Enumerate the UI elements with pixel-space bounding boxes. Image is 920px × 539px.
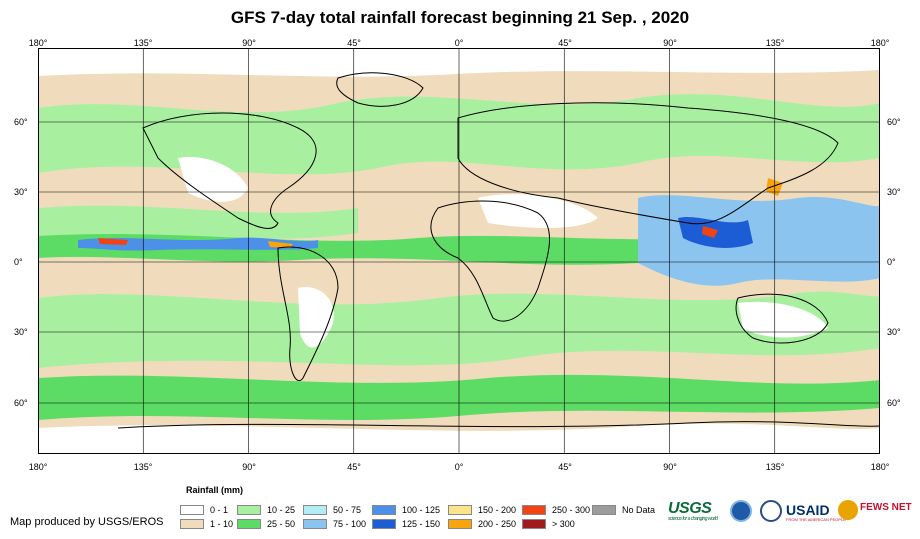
legend-label: > 300 (552, 519, 575, 529)
rainfall-map (38, 48, 880, 454)
lat-label-right: 30° (887, 187, 901, 197)
legend-swatch (448, 519, 472, 529)
usaid-logo: USAID FROM THE AMERICAN PEOPLE (786, 502, 846, 522)
coastlines (117, 72, 880, 429)
legend-item: 75 - 100 (303, 518, 366, 530)
lat-label-right: 60° (887, 117, 901, 127)
legend-swatch (237, 505, 261, 515)
lon-label-top: 180° (28, 38, 48, 48)
lon-label-bottom: 180° (870, 462, 890, 472)
lat-label-right: 30° (887, 327, 901, 337)
lon-label-top: 90° (663, 38, 677, 48)
lat-label-left: 30° (14, 327, 28, 337)
usgs-logo-text: USGS (668, 500, 712, 517)
state-seal-icon (760, 500, 782, 522)
legend-title: Rainfall (mm) (186, 485, 244, 495)
legend-label: 150 - 200 (478, 505, 517, 515)
lon-label-bottom: 0° (454, 462, 464, 472)
lon-label-bottom: 135° (765, 462, 785, 472)
lon-label-bottom: 135° (133, 462, 153, 472)
legend-item: No Data (592, 504, 655, 516)
lon-label-bottom: 180° (28, 462, 48, 472)
lon-label-bottom: 45° (558, 462, 572, 472)
map-frame (38, 48, 880, 454)
lon-label-top: 45° (347, 38, 361, 48)
lon-label-top: 90° (242, 38, 256, 48)
legend-label: 1 - 10 (210, 519, 234, 529)
legend-label: 125 - 150 (402, 519, 441, 529)
legend-swatch (592, 505, 616, 515)
lon-label-bottom: 45° (347, 462, 361, 472)
legend-item: 50 - 75 (303, 504, 361, 516)
legend-item: 125 - 150 (372, 518, 440, 530)
usaid-logo-text: USAID (786, 502, 830, 518)
lon-label-top: 135° (133, 38, 153, 48)
usgs-tagline: science for a changing world (668, 516, 718, 522)
legend-label: 75 - 100 (333, 519, 367, 529)
legend-label: 10 - 25 (267, 505, 296, 515)
legend-item: > 300 (522, 518, 575, 530)
lon-label-top: 0° (454, 38, 464, 48)
legend-item: 10 - 25 (237, 504, 295, 516)
legend-swatch (448, 505, 472, 515)
lat-label-left: 30° (14, 187, 28, 197)
noaa-logo-icon (730, 500, 752, 522)
legend-item: 100 - 125 (372, 504, 440, 516)
legend-item: 250 - 300 (522, 504, 590, 516)
lon-label-top: 135° (765, 38, 785, 48)
legend-swatch (180, 519, 204, 529)
legend-item: 25 - 50 (237, 518, 295, 530)
map-credit: Map produced by USGS/EROS (10, 516, 164, 528)
map-title: GFS 7-day total rainfall forecast beginn… (230, 8, 690, 27)
legend-label: 50 - 75 (333, 505, 362, 515)
fews-net-logo: FEWS NET (860, 502, 912, 513)
legend-swatch (372, 505, 396, 515)
lat-label-left: 60° (14, 398, 28, 408)
lat-label-left: 60° (14, 117, 28, 127)
legend-swatch (522, 505, 546, 515)
usgs-logo: USGS science for a changing world (668, 500, 718, 522)
legend-item: 1 - 10 (180, 518, 233, 530)
legend-item: 0 - 1 (180, 504, 228, 516)
legend-swatch (372, 519, 396, 529)
lon-label-bottom: 90° (663, 462, 677, 472)
legend-swatch (303, 505, 327, 515)
lat-label-left: 0° (14, 257, 23, 267)
legend-item: 150 - 200 (448, 504, 516, 516)
legend-swatch (303, 519, 327, 529)
fews-net-icon (838, 500, 858, 520)
legend-label: 0 - 1 (210, 505, 229, 515)
graticule (38, 48, 880, 454)
legend-label: 250 - 300 (552, 505, 591, 515)
legend-label: 200 - 250 (478, 519, 517, 529)
lon-label-top: 45° (558, 38, 572, 48)
legend-label: 25 - 50 (267, 519, 296, 529)
legend-swatch (522, 519, 546, 529)
legend-label: 100 - 125 (402, 505, 441, 515)
lat-label-right: 0° (887, 257, 896, 267)
lon-label-bottom: 90° (242, 462, 256, 472)
lat-label-right: 60° (887, 398, 901, 408)
legend-label: No Data (622, 505, 656, 515)
legend-item: 200 - 250 (448, 518, 516, 530)
usaid-tagline: FROM THE AMERICAN PEOPLE (786, 517, 846, 522)
legend-swatch (180, 505, 204, 515)
lon-label-top: 180° (870, 38, 890, 48)
legend-swatch (237, 519, 261, 529)
